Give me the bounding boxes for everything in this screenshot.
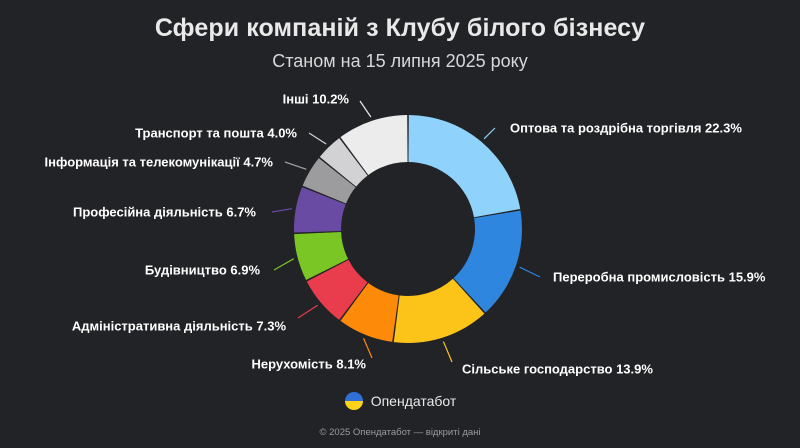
slice-інші: [340, 115, 408, 176]
leader-line: [362, 338, 373, 359]
slice-оптова-та-роздрібна-торгівля: [408, 115, 521, 218]
leader-line: [271, 208, 292, 213]
slice-сільське-господарство: [393, 278, 485, 343]
brand: Опендатабот: [0, 391, 800, 411]
slice-label: Професійна діяльність 6.7%: [73, 205, 256, 220]
slice-label: Сільське господарство 13.9%: [462, 362, 653, 377]
leader-line: [284, 161, 307, 170]
donut-slices: [294, 115, 522, 343]
slice-label: Переробна промисловість 15.9%: [553, 270, 766, 285]
slice-label: Інші 10.2%: [283, 92, 350, 107]
slice-переробна-промисловість: [453, 210, 522, 313]
brand-name: Опендатабот: [370, 393, 457, 409]
page-title: Сфери компаній з Клубу білого бізнесу: [154, 14, 646, 42]
leader-line: [519, 266, 541, 278]
slice-адміністративна-діяльність: [306, 259, 368, 320]
leader-lines: [271, 100, 541, 363]
slice-інформація-та-телекомунікації: [302, 158, 356, 204]
leader-line: [308, 132, 327, 145]
page-subtitle: Станом на 15 липня 2025 року: [272, 51, 528, 71]
slice-labels: Оптова та роздрібна торгівля 22.3% Переро…: [45, 92, 766, 377]
leader-line: [359, 100, 372, 118]
slice-професійна-діяльність: [294, 187, 346, 233]
leader-line: [442, 341, 453, 363]
slice-нерухомість: [340, 282, 399, 342]
footer-copyright: © 2025 Опендатабот — відкриті дані: [319, 427, 481, 438]
opendatabot-logo-icon: [344, 392, 363, 410]
slice-label: Адміністративна діяльність 7.3%: [72, 319, 287, 334]
slice-label: Транспорт та пошта 4.0%: [135, 126, 297, 141]
slice-label: Оптова та роздрібна торгівля 22.3%: [510, 121, 742, 136]
leader-line: [297, 304, 319, 319]
slice-label: Будівництво 6.9%: [145, 263, 261, 278]
slice-label: Інформація та телекомунікації 4.7%: [45, 155, 274, 170]
leader-line: [483, 127, 496, 140]
slice-label: Нерухомість 8.1%: [251, 357, 366, 372]
slice-транспорт-та-пошта: [319, 138, 368, 187]
slice-будівництво: [294, 231, 349, 281]
leader-line: [273, 258, 295, 271]
